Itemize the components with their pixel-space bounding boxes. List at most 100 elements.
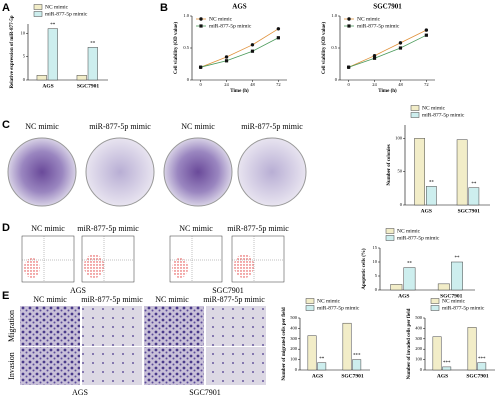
legend-swatch [410,105,420,111]
y-tick-label: 0 [335,77,338,82]
legend-label: NC mimic [209,16,233,22]
legend-marker [347,17,351,21]
bar [426,186,437,206]
image-heading: NC mimic [33,295,67,304]
significance: *** [353,354,361,359]
legend-swatch [410,112,420,118]
image-heading: miR-877-5p mimic [89,122,151,131]
x-tick-label: 24 [224,82,229,87]
image-heading: miR-877-5p mimic [203,295,265,304]
point [250,43,255,47]
legend-label: NC mimic [357,16,381,22]
legend-label: NC mimic [422,105,446,111]
bar [76,75,87,81]
chart-title: AGS [232,3,247,11]
micrograph [20,306,80,346]
micrograph [82,347,142,385]
micrograph [206,347,266,385]
y-axis-label: Apoptotic cells (%) [362,248,367,289]
y-tick-label: 15 [373,245,378,250]
legend-label: miR-877-5p mimic [209,23,252,29]
y-tick-label: 200 [290,346,298,351]
panel-label: E [2,290,9,302]
image-heading: NC mimic [31,224,65,233]
x-tick-label: 72 [424,82,429,87]
x-tick-label: SGC7901 [341,373,364,379]
x-tick-label: AGS [42,83,53,89]
significance: *** [443,361,451,366]
bar [456,139,468,206]
legend-label: NC mimic [317,298,341,304]
bar [317,362,327,371]
bar [390,284,403,291]
image-heading: NC mimic [179,224,213,233]
y-tick-label: 0.5 [331,45,337,50]
x-tick-label: AGS [312,373,323,379]
point [224,55,229,59]
y-tick-label: 400 [415,325,423,330]
y-tick-label: 500 [415,315,423,320]
x-tick-label: SGC7901 [440,293,463,299]
significance: ** [471,182,477,187]
cell-line-label: AGS [70,286,86,295]
x-tick-label: 48 [250,82,255,87]
dish [85,137,155,207]
bar [414,138,425,206]
row-label: Invasion [7,352,16,380]
bar [451,261,463,291]
panel-label: C [2,119,10,131]
flow-dots [24,258,40,278]
y-tick-label: 100 [290,357,298,362]
legend-label: NC mimic [442,298,466,304]
point [347,65,351,69]
point [424,33,428,37]
x-tick-label: AGS [398,293,409,299]
y-tick-label: 200 [415,346,423,351]
panel-label: B [160,2,168,14]
y-tick-label: 0 [420,367,423,372]
y-axis-label: Number of invaded cells per field [407,308,412,379]
x-tick-label: SGC7901 [77,83,100,89]
panel-label: D [2,222,10,234]
dish [163,137,233,207]
y-tick-label: 100 [395,135,403,140]
legend-marker [199,24,203,28]
significance: ** [407,262,413,267]
cell-line-label: AGS [72,388,88,397]
line [348,29,427,68]
y-axis-label: Number of colonies [387,144,392,185]
point [199,65,203,69]
significance: ** [454,256,460,261]
line [200,28,279,68]
flow-images: NC mimic miR-877-5p mimic NC mimic miR-8… [21,224,289,295]
bar [442,366,452,371]
dish [237,137,307,207]
bar [477,362,487,371]
significance: ** [90,41,96,46]
image-heading: miR-877-5p mimic [227,224,289,233]
line [348,34,427,68]
bar [87,47,98,81]
bar [468,187,480,206]
panel-label: A [2,2,10,14]
y-tick-label: 1.0 [183,13,189,18]
micrograph [144,306,204,346]
y-tick-label: 0 [375,287,378,292]
flow-dots [84,254,104,278]
y-tick-label: 1.0 [331,13,337,18]
row-label: Migration [7,310,16,342]
legend-label: miR-877-5p mimic [317,305,360,311]
point [372,56,377,60]
micrograph [144,347,204,385]
y-axis-label: Number of migrated cells per field [282,307,287,380]
micrograph [82,306,142,346]
x-tick-label: 72 [276,82,281,87]
legend-swatch [430,305,440,311]
y-tick-label: 50 [398,169,403,174]
x-axis-label: Time (h) [230,89,249,94]
x-tick-label: AGS [437,373,448,379]
bar [342,322,352,371]
bar [36,75,47,81]
significance: ** [429,180,435,185]
significance: ** [319,357,325,362]
